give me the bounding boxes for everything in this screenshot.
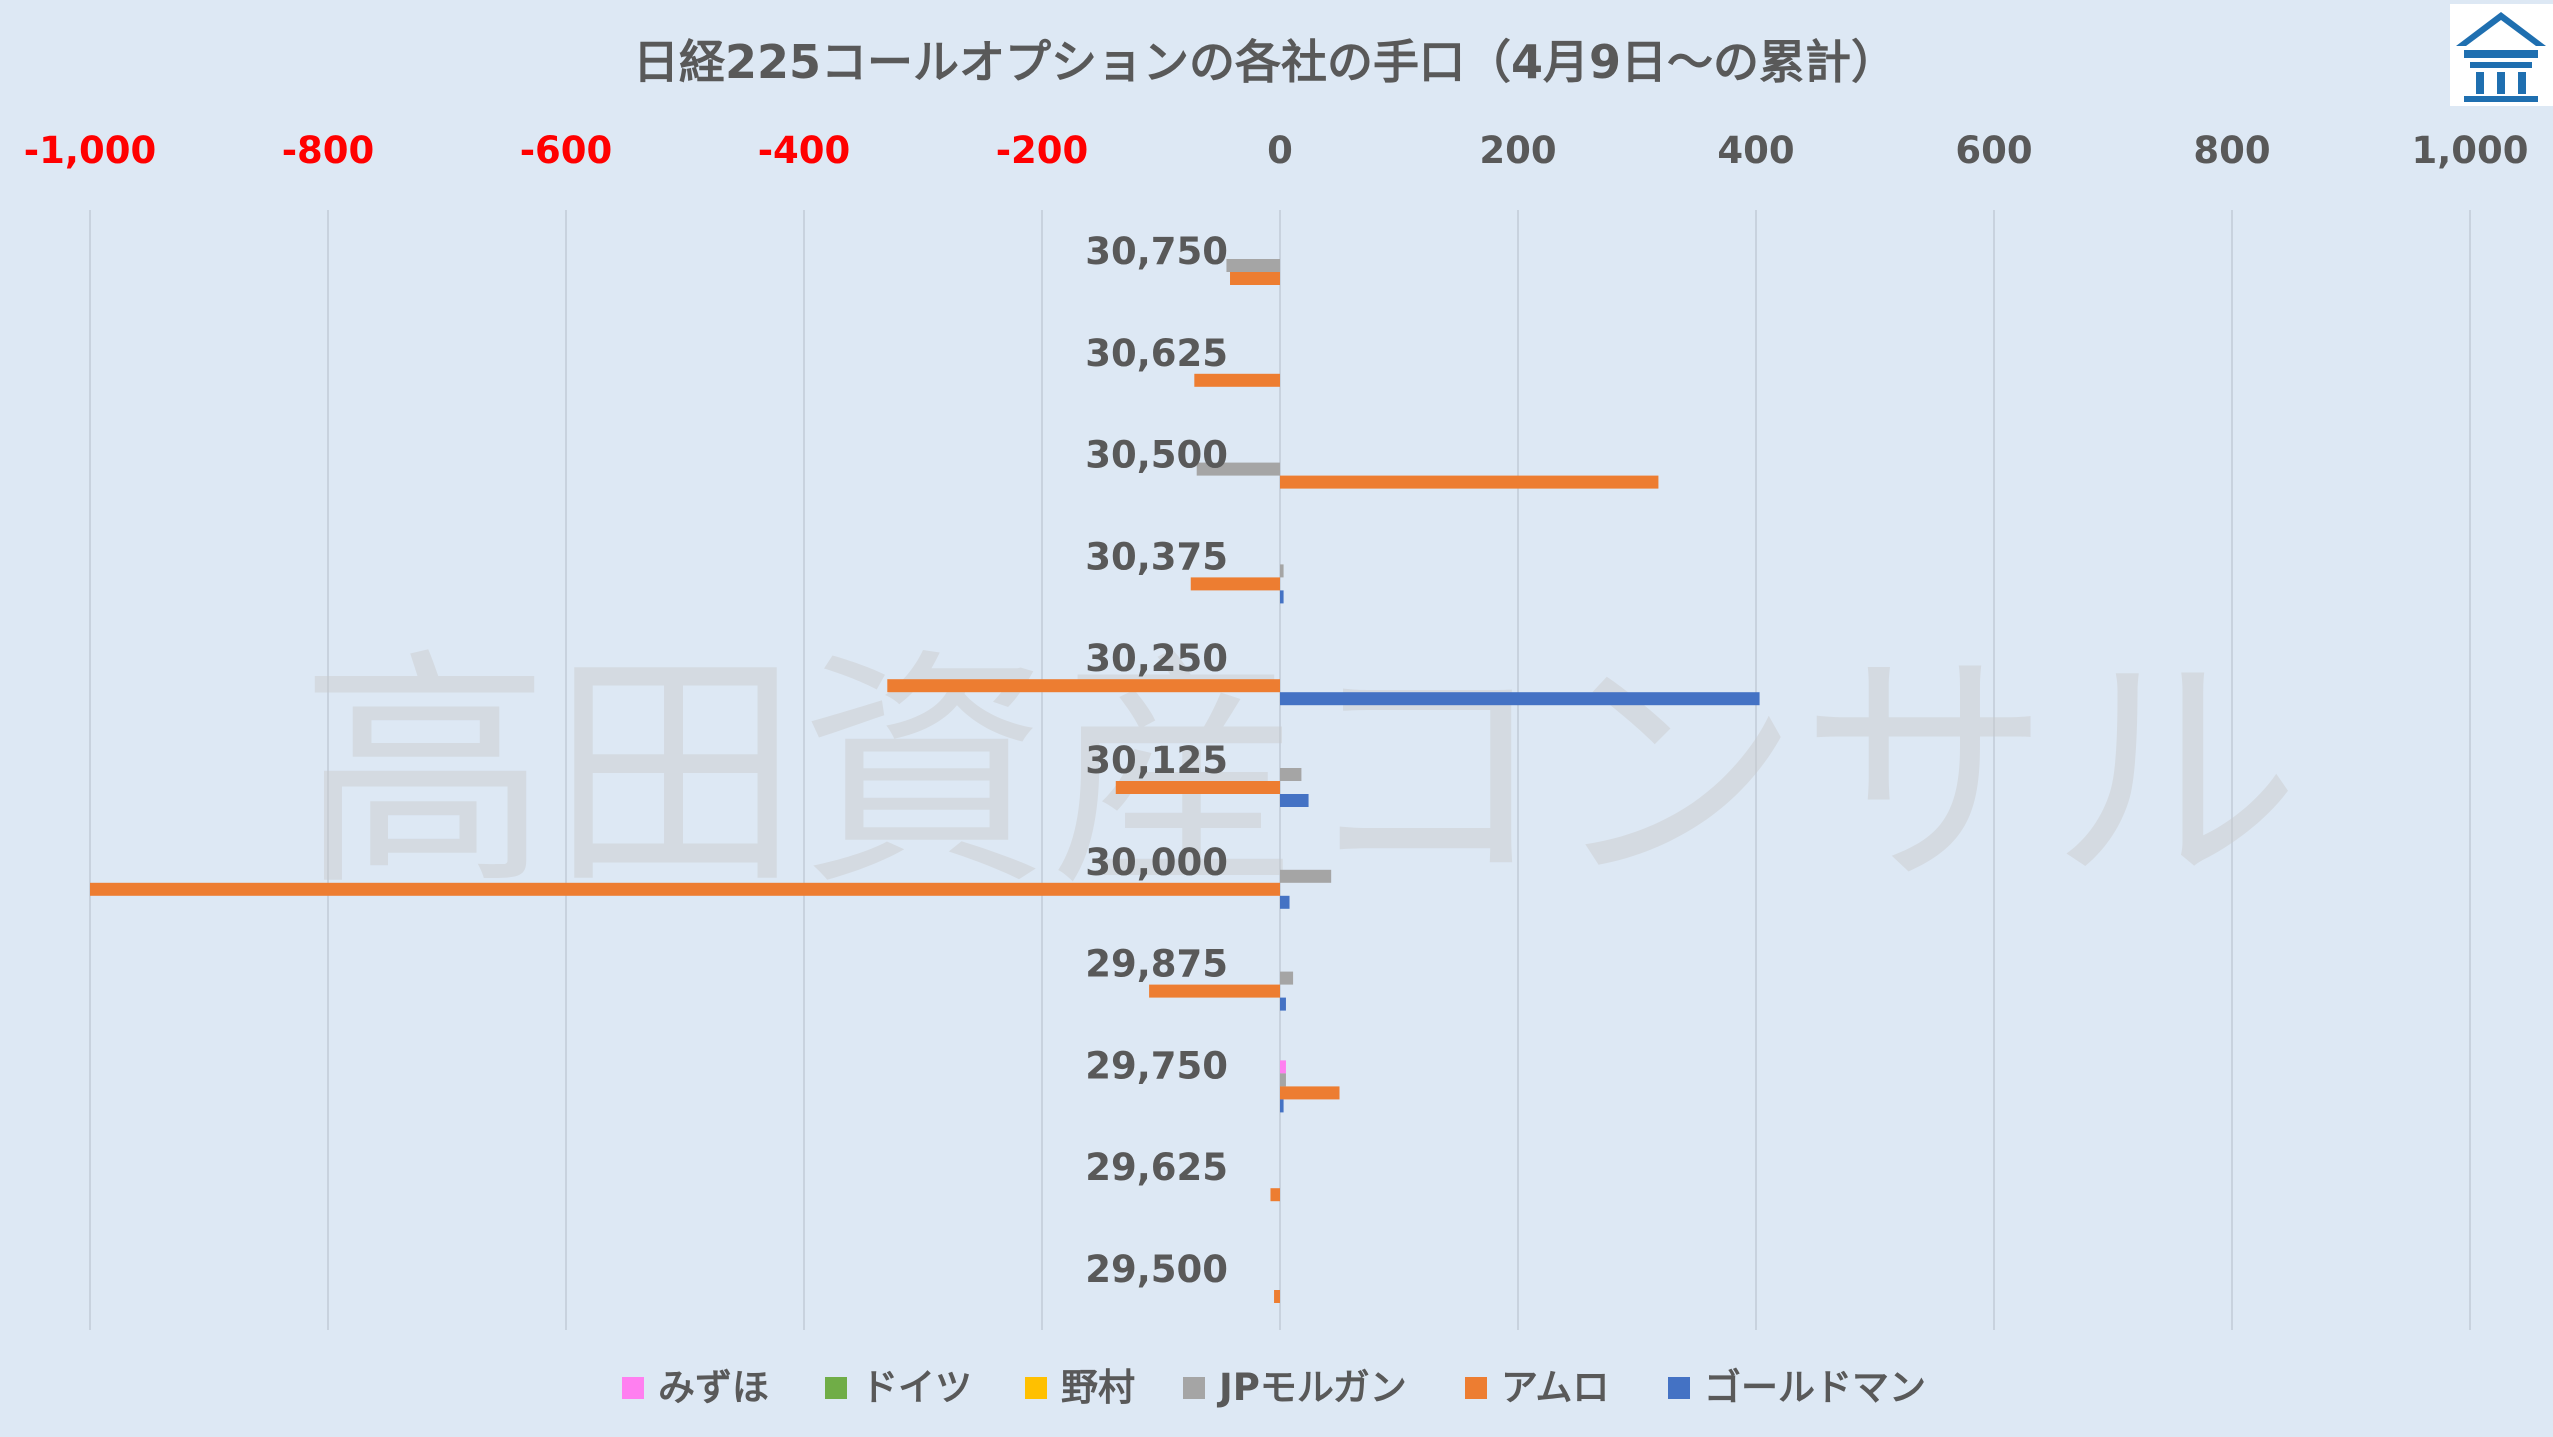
x-tick-label: 1,000 xyxy=(2411,129,2528,172)
legend-label: ドイツ xyxy=(861,1366,972,1409)
legend-swatch xyxy=(1025,1377,1047,1399)
legend-swatch xyxy=(825,1377,847,1399)
bar-アムロ xyxy=(1230,272,1280,285)
bar-JPモルガン xyxy=(1226,259,1280,272)
legend-label: 野村 xyxy=(1061,1366,1135,1409)
category-label: 29,750 xyxy=(1085,1044,1228,1087)
legend-swatch xyxy=(622,1377,644,1399)
x-tick-label: -200 xyxy=(996,129,1089,172)
category-label: 29,500 xyxy=(1085,1248,1228,1291)
legend-item: アムロ xyxy=(1465,1366,1609,1409)
bar-ゴールドマン xyxy=(1280,895,1290,909)
x-tick-label: 600 xyxy=(1955,129,2032,172)
bar-JPモルガン xyxy=(1280,869,1332,883)
bar-アムロ xyxy=(90,882,1280,896)
x-axis-ticks: -1,000 -800 -600 -400 -200 0 200 400 600 800 1,000 xyxy=(24,129,2529,172)
legend-swatch xyxy=(1668,1377,1690,1399)
bar-JPモルガン xyxy=(1196,462,1280,476)
bars xyxy=(90,259,1760,1303)
bar-みずほ xyxy=(1280,1060,1286,1074)
bar-アムロ xyxy=(1190,577,1280,591)
category-label: 30,750 xyxy=(1085,230,1228,273)
bar-JPモルガン xyxy=(1280,971,1294,985)
chart-title: 日経225コールオプションの各社の手口（4月9日～の累計） xyxy=(633,35,1897,89)
legend-swatch xyxy=(1183,1377,1205,1399)
x-tick-label: 800 xyxy=(2193,129,2270,172)
bar-ゴールドマン xyxy=(1280,590,1284,604)
bar-アムロ xyxy=(1115,781,1280,794)
building-logo-icon xyxy=(2450,4,2553,106)
category-labels: 30,750 30,625 30,500 30,375 30,250 30,125 30,0… xyxy=(1085,230,1228,1291)
bar-アムロ xyxy=(1280,475,1659,489)
x-tick-label: 400 xyxy=(1717,129,1794,172)
bar-アムロ xyxy=(1274,1290,1280,1303)
x-tick-label: -400 xyxy=(758,129,851,172)
category-label: 30,500 xyxy=(1085,434,1228,477)
category-label: 30,625 xyxy=(1085,332,1228,375)
bar-アムロ xyxy=(1194,373,1280,387)
bar-アムロ xyxy=(887,679,1280,693)
category-label: 29,625 xyxy=(1085,1146,1228,1189)
x-tick-label: -800 xyxy=(282,129,375,172)
legend-item: ゴールドマン xyxy=(1668,1366,1926,1409)
bar-JPモルガン xyxy=(1280,768,1302,781)
x-tick-label: 0 xyxy=(1267,129,1293,172)
bar-JPモルガン xyxy=(1280,1073,1286,1087)
legend-item: ドイツ xyxy=(825,1366,972,1409)
legend: みずほ ドイツ 野村 JPモルガン アムロ ゴールドマン xyxy=(622,1366,1926,1409)
legend-label: みずほ xyxy=(658,1366,769,1409)
legend-label: アムロ xyxy=(1501,1366,1609,1409)
legend-item: みずほ xyxy=(622,1366,769,1409)
bar-アムロ xyxy=(1280,1086,1340,1100)
bar-ゴールドマン xyxy=(1280,794,1309,807)
category-label: 30,250 xyxy=(1085,637,1228,680)
category-label: 30,125 xyxy=(1085,739,1228,782)
category-label: 30,375 xyxy=(1085,535,1228,578)
x-tick-label: -1,000 xyxy=(24,129,156,172)
legend-label: JPモルガン xyxy=(1216,1366,1407,1409)
legend-label: ゴールドマン xyxy=(1704,1366,1926,1409)
category-label: 30,000 xyxy=(1085,841,1228,884)
bar-JPモルガン xyxy=(1280,564,1284,578)
legend-item: JPモルガン xyxy=(1183,1366,1407,1409)
bar-ゴールドマン xyxy=(1280,692,1760,706)
x-tick-label: 200 xyxy=(1479,129,1556,172)
bar-ゴールドマン xyxy=(1280,1099,1284,1113)
legend-item: 野村 xyxy=(1025,1366,1135,1409)
category-label: 29,875 xyxy=(1085,943,1228,986)
bar-アムロ xyxy=(1270,1188,1280,1202)
bar-ゴールドマン xyxy=(1280,997,1286,1011)
bar-アムロ xyxy=(1149,984,1280,998)
x-tick-label: -600 xyxy=(520,129,613,172)
legend-swatch xyxy=(1465,1377,1487,1399)
